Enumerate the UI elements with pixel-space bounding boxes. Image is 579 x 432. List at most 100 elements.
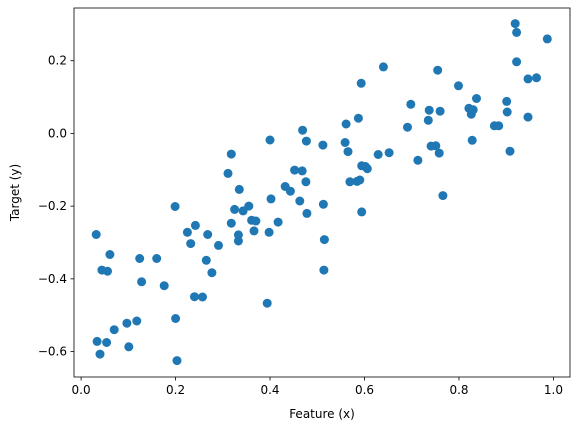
data-point xyxy=(233,230,243,240)
data-point xyxy=(262,298,272,308)
data-point xyxy=(105,250,115,259)
data-point xyxy=(373,150,383,159)
data-point xyxy=(122,318,132,328)
x-axis-label: Feature (x) xyxy=(289,407,355,421)
axes-frame xyxy=(73,7,571,378)
data-point xyxy=(505,146,515,156)
data-point xyxy=(357,207,367,217)
data-point xyxy=(91,230,101,239)
data-point xyxy=(423,115,433,125)
data-point xyxy=(384,148,394,158)
data-point xyxy=(438,191,448,201)
data-point xyxy=(319,235,329,245)
data-point xyxy=(170,202,180,211)
data-point xyxy=(285,186,295,196)
data-point xyxy=(103,266,112,276)
data-point xyxy=(302,208,312,218)
data-point xyxy=(135,254,145,263)
data-point xyxy=(172,356,182,366)
data-point xyxy=(190,292,199,302)
data-point xyxy=(494,121,504,131)
y-tick-label: −0.4 xyxy=(38,272,67,286)
data-point xyxy=(472,94,481,103)
data-point xyxy=(159,281,169,291)
data-point xyxy=(298,125,308,135)
data-point xyxy=(512,57,522,67)
data-point xyxy=(234,184,244,194)
data-point xyxy=(468,105,478,115)
data-point xyxy=(230,204,240,214)
data-point xyxy=(356,78,366,88)
data-point xyxy=(433,65,443,75)
x-tick-label: 0.8 xyxy=(449,383,468,397)
data-point xyxy=(510,19,520,29)
data-point xyxy=(502,107,512,117)
y-tick-label: −0.6 xyxy=(38,345,67,359)
data-point xyxy=(290,165,300,175)
data-point xyxy=(406,99,416,109)
data-point xyxy=(424,105,434,115)
data-point xyxy=(523,112,533,122)
data-point xyxy=(435,106,445,116)
data-point xyxy=(190,220,200,230)
data-point xyxy=(214,240,223,250)
x-tick-label: 0.4 xyxy=(260,383,279,397)
data-point xyxy=(413,155,423,165)
data-point xyxy=(132,316,142,326)
data-point xyxy=(203,230,213,239)
x-axis: 0.0 0.2 0.4 0.6 0.8 1.0 xyxy=(72,377,563,397)
data-point xyxy=(171,314,181,323)
y-tick-label: 0.0 xyxy=(48,126,67,140)
data-point xyxy=(152,254,162,263)
y-axis-label: Target (y) xyxy=(8,164,22,222)
data-point xyxy=(512,27,522,37)
data-point xyxy=(102,338,112,347)
data-point xyxy=(124,342,134,352)
data-point xyxy=(266,194,276,204)
data-point xyxy=(92,336,102,346)
data-point xyxy=(198,292,207,302)
data-point xyxy=(319,265,329,275)
data-point xyxy=(251,216,261,226)
data-point xyxy=(301,177,311,187)
data-point xyxy=(431,141,441,151)
plot-area xyxy=(91,19,552,366)
x-tick-label: 0.0 xyxy=(72,383,91,397)
data-point xyxy=(532,73,541,83)
data-point xyxy=(301,136,311,146)
x-tick-label: 1.0 xyxy=(544,383,563,397)
data-point xyxy=(467,135,477,145)
data-point xyxy=(341,119,351,129)
data-point xyxy=(362,164,372,174)
data-point xyxy=(318,140,328,150)
data-point xyxy=(403,122,412,132)
data-point xyxy=(207,268,217,278)
data-point xyxy=(434,148,444,158)
data-point xyxy=(378,62,388,72)
data-point xyxy=(109,325,119,335)
data-point xyxy=(226,149,236,159)
data-point xyxy=(345,177,355,187)
data-point xyxy=(295,196,305,206)
data-point xyxy=(264,227,274,237)
data-point xyxy=(95,349,105,359)
data-point xyxy=(186,239,196,249)
data-point xyxy=(249,226,259,236)
y-axis: −0.6 −0.4 −0.2 0.0 0.2 xyxy=(38,54,74,359)
data-point xyxy=(353,113,363,123)
data-point xyxy=(244,201,254,211)
data-point xyxy=(502,96,512,106)
data-point xyxy=(340,138,350,147)
data-point xyxy=(137,277,147,287)
y-tick-label: −0.2 xyxy=(38,199,67,213)
data-point xyxy=(343,147,353,157)
data-point xyxy=(318,199,328,209)
data-point xyxy=(454,81,463,91)
y-tick-label: 0.2 xyxy=(48,54,67,68)
data-point xyxy=(182,227,192,237)
data-point xyxy=(297,166,307,176)
x-tick-label: 0.6 xyxy=(355,383,374,397)
data-point xyxy=(201,255,211,265)
data-point xyxy=(265,135,275,145)
